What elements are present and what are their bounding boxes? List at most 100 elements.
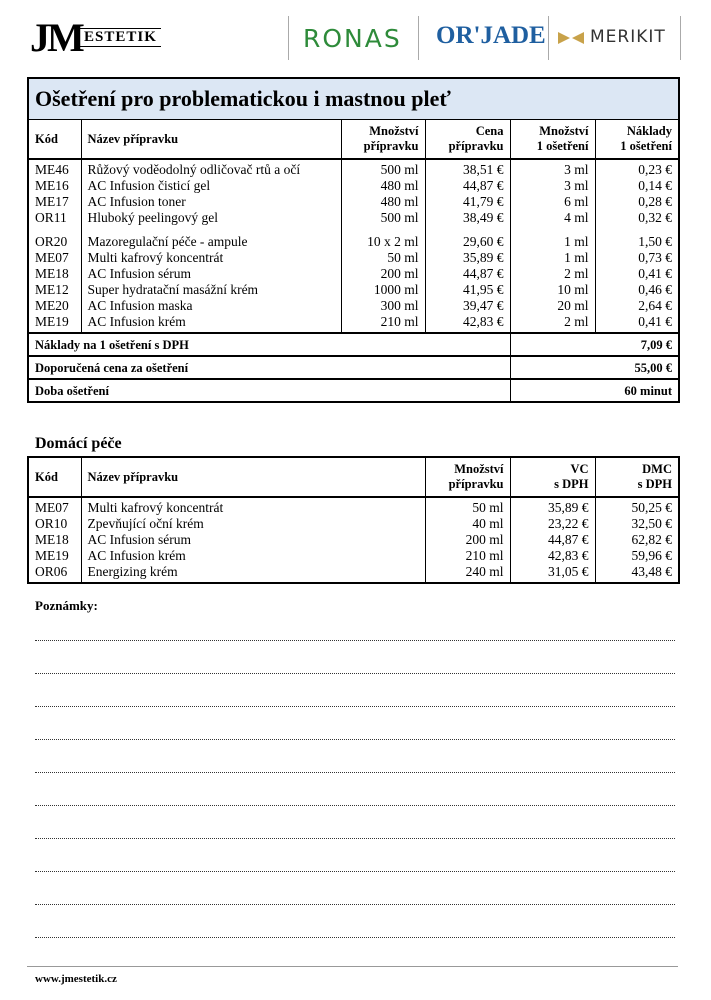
row: ME12 Super hydratační masážní krém 1000 ml… [28,282,679,298]
note-line [35,838,675,839]
row: ME16 AC Infusion čisticí gel 480 ml 44,87 €… [28,178,679,194]
cell: OR10 [35,516,68,531]
summary-label: Doporučená cena za ošetření [28,355,510,379]
row: ME19 AC Infusion krém 210 ml 42,83 €2 ml 0,4… [28,314,679,333]
home-title: Domácí péče [35,435,122,452]
row: ME20 AC Infusion maska 300 ml 39,47 €20 ml 2… [28,298,679,314]
cell: 10 ml [509,282,595,298]
cell: 3 ml [509,159,595,178]
header-row: Kód Název přípravku Množství přípravku Cena p… [28,119,679,160]
cell: 35,89 € [509,497,595,516]
summary-row: Doba ošetření 60 minut [28,378,679,402]
cell: Super hydratační masážní krém [80,282,341,298]
cell: 50 ml [424,497,510,516]
cell: ME16 [35,178,69,193]
note-line [35,772,675,773]
cell: ME19 [35,548,69,563]
separator [288,16,289,60]
cell: 240 ml [424,564,510,583]
cell: Mazoregulační péče - ampule [80,228,341,250]
cell: 1 ml [509,228,595,250]
cell: Energizing krém [80,564,425,583]
cell: 0,32 € [594,210,679,228]
cell: ME07 [35,500,69,515]
cell: Multi kafrový koncentrát [80,250,341,266]
cell: 0,46 € [594,282,679,298]
column-header: Název přípravku [80,119,341,160]
cell: AC Infusion krém [80,548,425,564]
summary-row: Doporučená cena za ošetření 55,00 € [28,355,679,379]
separator [548,16,549,60]
column-header: Název přípravku [80,457,425,498]
logo-word: ESTETIK [80,28,161,47]
row: ME18 AC Infusion sérum 200 ml 44,87 €62,82 … [28,532,679,548]
treatment-table-wrap: Ošetření pro problematickou i mastnou pl… [27,77,680,403]
cell: 0,73 € [594,250,679,266]
header-line: 1 ošetření [620,139,672,153]
cell: 38,51 € [424,159,510,178]
header-line: s DPH [554,477,589,491]
cell: 44,87 € [424,178,510,194]
cell: 31,05 € [509,564,595,583]
cell: OR06 [35,564,68,579]
cell: 41,79 € [424,194,510,210]
row: ME17 AC Infusion toner 480 ml 41,79 €6 ml 0,… [28,194,679,210]
footer-url: www.jmestetik.cz [35,973,117,985]
cell: 44,87 € [424,266,510,282]
header-line: Náklady [626,124,672,138]
cell: AC Infusion krém [80,314,341,333]
cell: 42,83 € [509,548,595,564]
cell: Růžový voděodolný odličovač rtů a očí [80,159,341,178]
cell: 0,28 € [594,194,679,210]
cell: ME17 [35,194,69,209]
cell: 0,41 € [594,266,679,282]
row: ME07 Multi kafrový koncentrát 50 ml 35,89 €… [28,497,679,516]
note-line [35,871,675,872]
cell: 44,87 € [509,532,595,548]
header-line: Množství [369,124,419,138]
cell: 32,50 € [594,516,679,532]
brand-ronas: RONAS [303,24,402,53]
row: OR06 Energizing krém 240 ml 31,05 €43,48 € [28,564,679,583]
column-header: DMC s DPH [594,457,679,498]
note-line [35,805,675,806]
header-line: přípravku [448,139,504,153]
column-header: Cena přípravku [424,119,510,160]
brand-orjade: OR'JADE [436,22,546,49]
column-header: VC s DPH [509,457,595,498]
header-line: Cena [475,124,504,138]
note-line [35,937,675,938]
cell: 210 ml [424,548,510,564]
merikit-icon [558,32,584,44]
cell: AC Infusion toner [80,194,341,210]
cell: 23,22 € [509,516,595,532]
cell: AC Infusion sérum [80,266,341,282]
separator [680,16,681,60]
separator [418,16,419,60]
cell: Multi kafrový koncentrát [80,497,425,516]
header-line: přípravku [363,139,419,153]
cell: 62,82 € [594,532,679,548]
home-table-wrap: Kód Název přípravku Množství přípravku VC s D… [27,456,680,584]
cell: 38,49 € [424,210,510,228]
cell: 20 ml [509,298,595,314]
cell: 0,41 € [594,314,679,333]
summary-value: 60 minut [509,378,679,402]
cell: 50 ml [340,250,425,266]
header-line: přípravku [448,477,504,491]
column-header: Množství 1 ošetření [509,119,595,160]
summary-value: 55,00 € [509,355,679,379]
cell: Zpevňující oční krém [80,516,425,532]
table: Kód Název přípravku Množství přípravku VC s D… [27,456,680,584]
column-header: Kód [28,119,81,160]
row: ME19 AC Infusion krém 210 ml 42,83 €59,96 € [28,548,679,564]
cell: 1 ml [509,250,595,266]
header-line: Název přípravku [87,131,179,146]
note-line [35,706,675,707]
cell: 3 ml [509,178,595,194]
title-row: Ošetření pro problematickou i mastnou pl… [28,78,679,120]
cell: AC Infusion čisticí gel [80,178,341,194]
note-line [35,904,675,905]
cell: ME20 [35,298,69,313]
